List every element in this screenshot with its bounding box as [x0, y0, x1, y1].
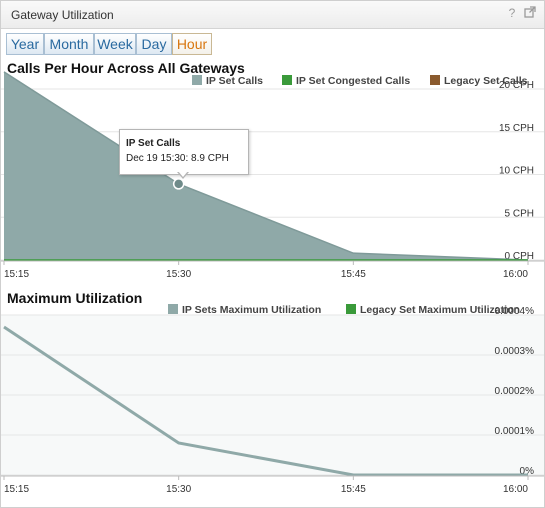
util-legend-swatch: [168, 304, 178, 314]
calls-series-area: [4, 71, 528, 261]
util-y-tick-label: 0.0004%: [495, 306, 535, 317]
panel-title: Gateway Utilization: [11, 8, 114, 22]
calls-x-tick-label: 15:45: [341, 269, 366, 280]
calls-y-tick-label: 0 CPH: [505, 251, 534, 262]
tab-hour[interactable]: Hour: [172, 33, 212, 55]
calls-y-tick-label: 15 CPH: [499, 123, 534, 134]
calls-x-tick-label: 16:00: [503, 269, 528, 280]
calls-chart-title: Calls Per Hour Across All Gateways: [7, 60, 245, 76]
calls-legend-label: Legacy Set Calls: [444, 75, 528, 87]
util-chart-title: Maximum Utilization: [7, 290, 143, 306]
panel-titlebar: Gateway Utilization ?: [1, 1, 544, 29]
util-x-tick-label: 15:45: [341, 484, 366, 495]
tooltip-arrow-inner: [178, 171, 188, 177]
calls-x-tick-label: 15:15: [4, 269, 29, 280]
calls-y-tick-label: 5 CPH: [505, 208, 534, 219]
tooltip-title: IP Set Calls: [126, 138, 181, 149]
calls-series-line: [3, 71, 529, 261]
tooltip-body: Dec 19 15:30: 8.9 CPH: [126, 153, 229, 164]
chart-tooltip: IP Set Calls Dec 19 15:30: 8.9 CPH: [119, 129, 249, 175]
popout-icon[interactable]: [523, 6, 537, 20]
util-y-tick-label: 0.0002%: [495, 386, 535, 397]
util-legend-label: Legacy Set Maximum Utilization: [360, 304, 520, 316]
calls-legend-swatch: [192, 75, 202, 85]
popout-icon-graphic: [524, 6, 536, 18]
tab-week[interactable]: Week: [94, 33, 136, 55]
util-x-tick-label: 16:00: [503, 484, 528, 495]
util-legend-swatch: [346, 304, 356, 314]
calls-x-tick-label: 15:30: [166, 269, 191, 280]
calls-y-tick-label: 10 CPH: [499, 166, 534, 177]
util-x-tick-label: 15:15: [4, 484, 29, 495]
help-icon[interactable]: ?: [508, 6, 516, 20]
calls-legend-label: IP Set Congested Calls: [296, 75, 410, 87]
tab-year[interactable]: Year: [6, 33, 44, 55]
calls-legend-swatch: [430, 75, 440, 85]
util-y-tick-label: 0.0003%: [495, 346, 535, 357]
tab-month[interactable]: Month: [44, 33, 94, 55]
tab-day[interactable]: Day: [136, 33, 172, 55]
util-series-line: [3, 325, 528, 477]
calls-y-tick-label: 20 CPH: [499, 80, 534, 91]
calls-legend-label: IP Set Calls: [206, 75, 263, 87]
util-legend-label: IP Sets Maximum Utilization: [182, 304, 321, 316]
util-y-tick-label: 0%: [520, 466, 535, 477]
calls-hover-point: [172, 178, 185, 190]
util-y-tick-label: 0.0001%: [495, 426, 535, 437]
calls-legend-swatch: [282, 75, 292, 85]
util-x-tick-label: 15:30: [166, 484, 191, 495]
